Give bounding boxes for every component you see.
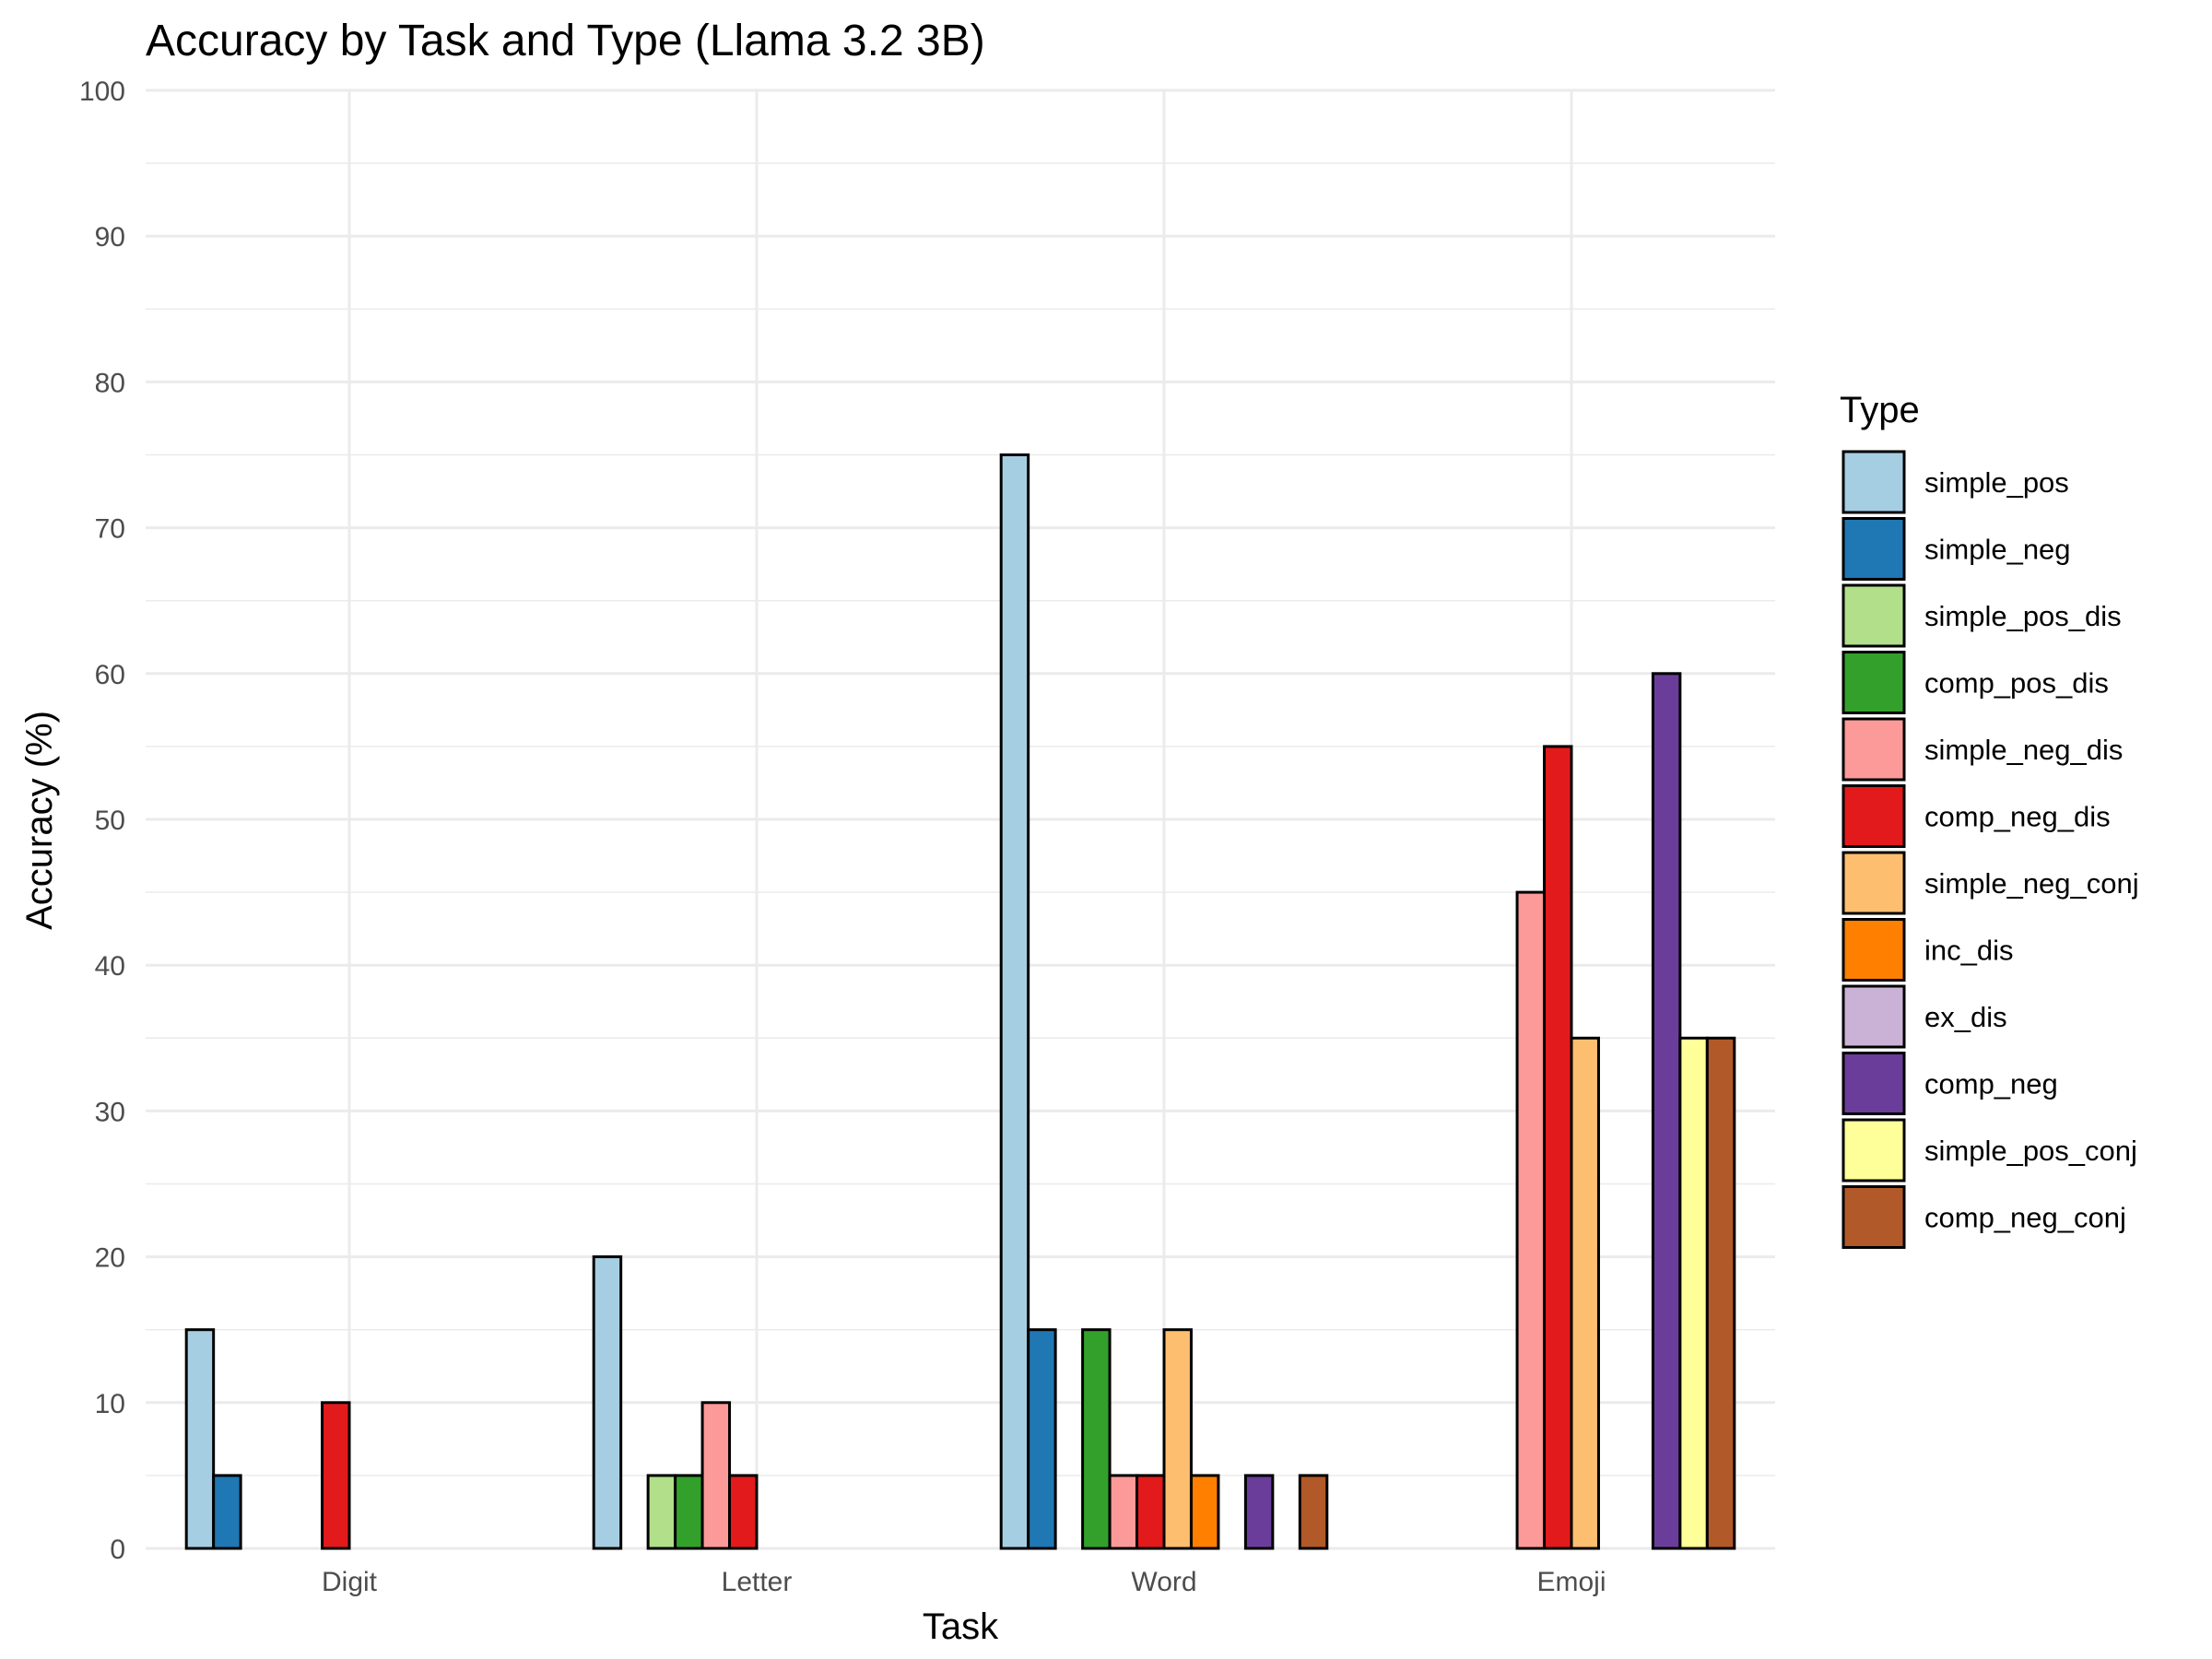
bar-simple_neg_conj-word — [1162, 1328, 1193, 1550]
bar-simple_pos_dis-letter — [646, 1474, 677, 1550]
x-axis-ticks: Digit Letter Word Emoji — [322, 1567, 1606, 1597]
x-tick-label: Letter — [722, 1567, 793, 1597]
legend-label-comp_neg: comp_neg — [1924, 1068, 2058, 1100]
legend-label-inc_dis: inc_dis — [1924, 935, 2014, 967]
bar-simple_neg-digit — [212, 1474, 242, 1550]
bar-simple_neg_dis-word — [1108, 1474, 1139, 1550]
bar-simple_neg_dis-letter — [700, 1401, 732, 1550]
bar-comp_neg_dis-letter — [728, 1474, 759, 1550]
legend: Type simple_pos simple_neg simple_pos_disc… — [1840, 390, 2139, 1249]
chart-title: Accuracy by Task and Type (Llama 3.2 3B) — [146, 17, 985, 65]
bar-simple_pos_conj-emoji — [1678, 1036, 1709, 1550]
y-tick-label: 0 — [110, 1535, 125, 1565]
bars — [184, 453, 1736, 1550]
y-tick-label: 90 — [95, 222, 125, 253]
y-tick-label: 80 — [95, 368, 125, 398]
legend-label-comp_neg_conj: comp_neg_conj — [1924, 1202, 2126, 1234]
legend-key-comp_neg_conj — [1841, 1185, 1906, 1249]
legend-key-simple_pos_dis — [1841, 583, 1906, 648]
bar-comp_neg_dis-emoji — [1543, 745, 1573, 1550]
x-tick-label: Word — [1131, 1567, 1196, 1597]
x-tick-label: Emoji — [1536, 1567, 1606, 1597]
legend-label-comp_pos_dis: comp_pos_dis — [1924, 667, 2109, 700]
legend-label-simple_neg_conj: simple_neg_conj — [1924, 867, 2139, 900]
bar-comp_pos_dis-letter — [674, 1474, 704, 1550]
legend-label-simple_neg: simple_neg — [1924, 534, 2071, 566]
y-axis-title: Accuracy (%) — [19, 711, 60, 930]
y-tick-label: 60 — [95, 660, 125, 690]
legend-key-simple_pos_conj — [1841, 1118, 1906, 1182]
legend-label-simple_pos_conj: simple_pos_conj — [1924, 1135, 2137, 1167]
x-axis-title: Task — [923, 1606, 999, 1647]
legend-key-simple_neg_dis — [1841, 717, 1906, 782]
bar-comp_neg_dis-digit — [321, 1401, 351, 1550]
legend-label-ex_dis: ex_dis — [1924, 1001, 2007, 1033]
bar-simple_neg-word — [1027, 1328, 1057, 1550]
bar-comp_neg_dis-word — [1135, 1474, 1166, 1550]
bar-comp_neg_conj-word — [1298, 1474, 1329, 1550]
bar-simple_neg_dis-emoji — [1515, 890, 1547, 1550]
y-axis-ticks: 0 10 20 30 40 50 60 70 80 90 100 — [79, 76, 125, 1565]
legend-key-comp_neg — [1841, 1052, 1906, 1115]
legend-key-simple_neg_conj — [1841, 851, 1906, 915]
legend-label-simple_pos: simple_pos — [1924, 466, 2069, 499]
y-tick-label: 10 — [95, 1389, 125, 1419]
y-tick-label: 50 — [95, 806, 125, 836]
y-tick-label: 100 — [79, 76, 125, 107]
bar-comp_pos_dis-word — [1081, 1328, 1112, 1550]
bar-simple_pos-word — [999, 453, 1030, 1550]
y-tick-label: 30 — [95, 1097, 125, 1127]
legend-key-ex_dis — [1841, 984, 1906, 1049]
y-tick-label: 70 — [95, 514, 125, 545]
legend-key-comp_neg_dis — [1841, 784, 1906, 848]
bar-comp_neg-word — [1243, 1474, 1275, 1550]
legend-label-simple_neg_dis: simple_neg_dis — [1924, 734, 2123, 766]
bar-simple_neg_conj-emoji — [1570, 1036, 1600, 1550]
legend-items: simple_pos simple_neg simple_pos_dis comp_p… — [1841, 450, 2139, 1249]
bar-inc_dis-word — [1189, 1474, 1220, 1550]
bar-comp_neg_conj-emoji — [1705, 1036, 1736, 1550]
bar-simple_pos-letter — [592, 1255, 623, 1550]
bar-comp_neg-emoji — [1651, 672, 1682, 1550]
bar-simple_pos-digit — [184, 1328, 216, 1550]
legend-key-simple_pos — [1841, 450, 1906, 514]
legend-title: Type — [1840, 390, 1920, 430]
legend-label-simple_pos_dis: simple_pos_dis — [1924, 600, 2122, 632]
y-tick-label: 40 — [95, 951, 125, 982]
legend-label-comp_neg_dis: comp_neg_dis — [1924, 801, 2111, 833]
legend-key-comp_pos_dis — [1841, 651, 1906, 714]
legend-key-simple_neg — [1841, 517, 1906, 581]
y-tick-label: 20 — [95, 1243, 125, 1274]
legend-key-inc_dis — [1841, 918, 1906, 982]
x-tick-label: Digit — [322, 1567, 378, 1597]
